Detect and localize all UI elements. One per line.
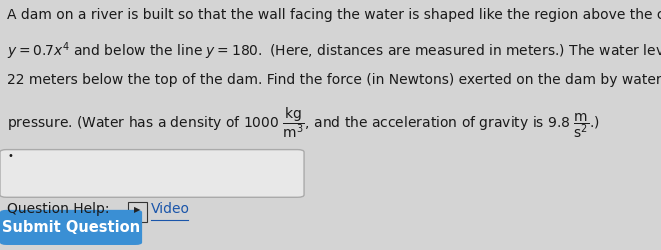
FancyBboxPatch shape (128, 202, 147, 222)
Text: 22 meters below the top of the dam. Find the force (in Newtons) exerted on the d: 22 meters below the top of the dam. Find… (7, 72, 661, 86)
Text: Question Help:: Question Help: (7, 201, 118, 215)
Text: $y = 0.7x^4$ and below the line $y = 180.$ (Here, distances are measured in mete: $y = 0.7x^4$ and below the line $y = 180… (7, 40, 661, 62)
FancyBboxPatch shape (0, 210, 142, 245)
Text: Video: Video (151, 201, 190, 215)
FancyBboxPatch shape (0, 150, 304, 198)
Text: pressure. (Water has a density of 1000 $\dfrac{\mathrm{kg}}{\mathrm{m}^3}$, and : pressure. (Water has a density of 1000 $… (7, 105, 600, 140)
Text: Submit Question: Submit Question (2, 220, 139, 234)
Text: •: • (8, 150, 14, 160)
Text: ▶: ▶ (134, 204, 140, 213)
Text: A dam on a river is built so that the wall facing the water is shaped like the r: A dam on a river is built so that the wa… (7, 8, 661, 22)
